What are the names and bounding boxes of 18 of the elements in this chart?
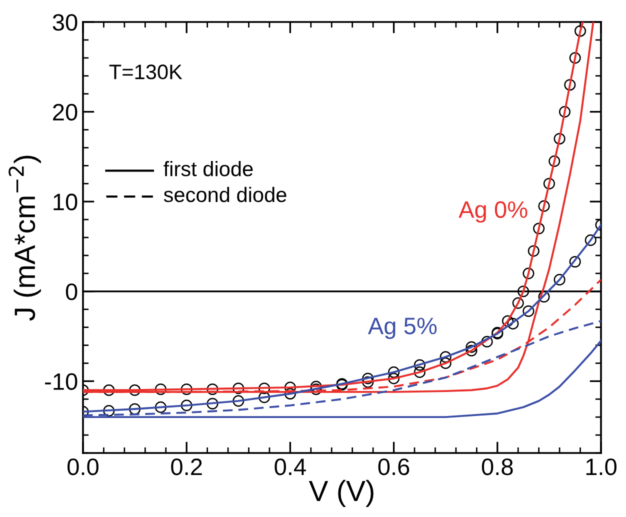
annotation: Ag 5%: [368, 318, 437, 340]
x-tick-label: 0.4: [274, 458, 306, 476]
x-tick-label: 0.2: [171, 458, 202, 476]
y-tick-label: 20: [53, 104, 78, 121]
y-axis-title: J (mA*cm$^{−2}$): [8, 156, 41, 321]
x-tick-label: 0.8: [482, 458, 513, 476]
x-tick-label: 0.0: [68, 458, 98, 476]
annotation: first diode: [164, 160, 253, 176]
y-tick-label: 0: [66, 283, 78, 300]
annotation: T=130K: [109, 64, 182, 80]
x-tick-label: 1.0: [586, 458, 616, 476]
annotation: Ag 0%: [458, 201, 528, 223]
x-axis-title: V (V): [308, 480, 374, 508]
y-tick-label: -10: [45, 373, 78, 390]
x-tick-label: 0.6: [378, 458, 410, 476]
y-tick-label: 10: [54, 194, 78, 210]
y-tick-label: 30: [52, 14, 78, 31]
annotation: second diode: [164, 186, 286, 202]
